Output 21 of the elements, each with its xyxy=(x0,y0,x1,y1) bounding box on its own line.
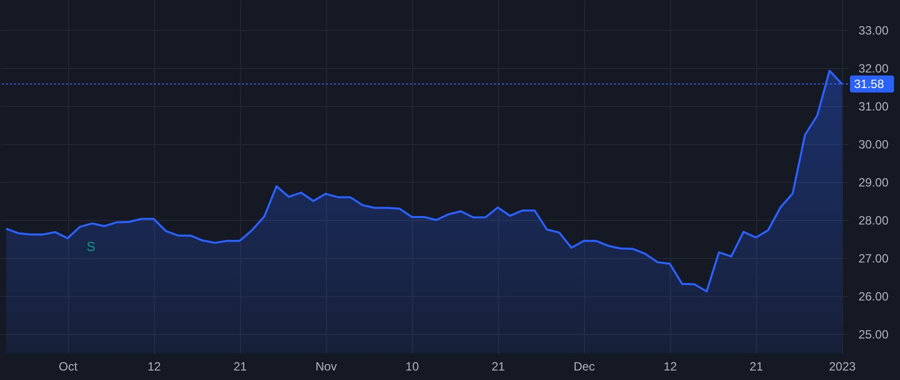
x-tick-label: 21 xyxy=(492,360,506,374)
y-tick-label: 29.00 xyxy=(858,176,889,190)
x-tick-label: 2023 xyxy=(829,360,856,374)
x-tick-label: 10 xyxy=(406,360,420,374)
x-tick-label: 21 xyxy=(233,360,248,374)
ref-line-label: 31.58 xyxy=(854,76,884,91)
annotation: S xyxy=(86,239,96,254)
y-tick-label: 28.00 xyxy=(858,214,889,228)
y-tick-label: 25.00 xyxy=(858,328,889,342)
y-tick-label: 32.00 xyxy=(858,62,889,76)
x-tick-label: Dec xyxy=(574,360,595,374)
x-tick-label: Oct xyxy=(58,360,78,374)
y-tick-label: 33.00 xyxy=(858,24,889,38)
x-tick-label: Nov xyxy=(316,360,337,374)
y-tick-label: 31.00 xyxy=(858,100,889,114)
x-tick-label: 21 xyxy=(750,360,764,374)
y-tick-label: 26.00 xyxy=(858,290,889,304)
y-tick-label: 30.00 xyxy=(858,138,889,152)
x-tick-label: 12 xyxy=(664,360,678,374)
y-tick-label: 27.00 xyxy=(858,252,889,266)
x-tick-label: 12 xyxy=(147,360,162,374)
